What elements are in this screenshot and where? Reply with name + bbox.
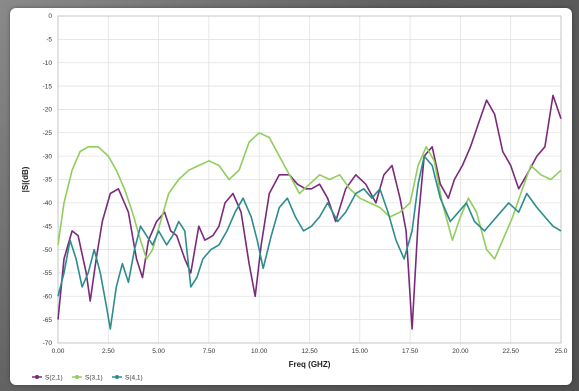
- s-parameter-chart: 0 -5 -10 -15 -20 -25 -30 -35 -40 -45 -50 -55 -60 -65 -…: [21, 13, 568, 381]
- legend-label-2: S(3,1): [85, 374, 103, 381]
- x-tick-label: 0.00: [52, 348, 65, 355]
- series-line-2: [57, 132, 562, 260]
- y-tick-label: -45: [43, 223, 53, 230]
- y-tick-label: -10: [43, 60, 53, 67]
- legend-label-3: S(4,1): [125, 374, 143, 381]
- y-tick-label: -40: [43, 200, 53, 207]
- x-tick-label: 25.0: [555, 348, 568, 355]
- plot-border: [57, 15, 562, 344]
- series-lines: [57, 94, 562, 330]
- y-tick-label: -55: [43, 270, 53, 277]
- y-tick-label: -30: [43, 153, 53, 160]
- y-tick-label: 0: [48, 13, 52, 20]
- legend: S(2,1) S(3,1) S(4,1): [32, 374, 143, 381]
- x-tick-label: 12.50: [301, 348, 318, 355]
- series-line-1: [57, 94, 562, 330]
- legend-label-1: S(2,1): [45, 374, 63, 381]
- x-axis-ticks: 0.00 2.50 5.00 7.50 10.00 12.50 15.00 17.50 20.0…: [52, 348, 568, 355]
- grid: [57, 15, 562, 344]
- x-tick-label: 5.00: [152, 348, 165, 355]
- legend-marker-1: [35, 375, 39, 379]
- series-line-3: [57, 155, 562, 330]
- chart-panel: 0 -5 -10 -15 -20 -25 -30 -35 -40 -45 -50 -55 -60 -65 -…: [10, 8, 572, 385]
- x-tick-label: 22.50: [503, 348, 520, 355]
- y-tick-label: -70: [43, 340, 53, 347]
- x-tick-label: 10.00: [251, 348, 268, 355]
- y-tick-label: -65: [43, 317, 53, 324]
- y-tick-label: -50: [43, 247, 53, 254]
- legend-marker-2: [75, 375, 79, 379]
- x-tick-label: 20.00: [452, 348, 469, 355]
- y-tick-label: -60: [43, 293, 53, 300]
- x-tick-label: 2.50: [102, 348, 115, 355]
- y-tick-label: -5: [46, 37, 52, 44]
- legend-marker-3: [115, 375, 119, 379]
- x-axis-label: Freq (GHZ): [289, 360, 331, 369]
- y-tick-label: -15: [43, 83, 53, 90]
- y-tick-label: -20: [43, 107, 53, 114]
- y-tick-label: -25: [43, 130, 53, 137]
- y-tick-label: -35: [43, 177, 53, 184]
- y-axis-label: |S|(dB): [21, 166, 30, 192]
- x-tick-label: 7.50: [203, 348, 216, 355]
- y-axis-ticks: 0 -5 -10 -15 -20 -25 -30 -35 -40 -45 -50 -55 -60 -65 -…: [43, 13, 53, 347]
- x-tick-label: 17.50: [402, 348, 419, 355]
- x-tick-label: 15.00: [352, 348, 369, 355]
